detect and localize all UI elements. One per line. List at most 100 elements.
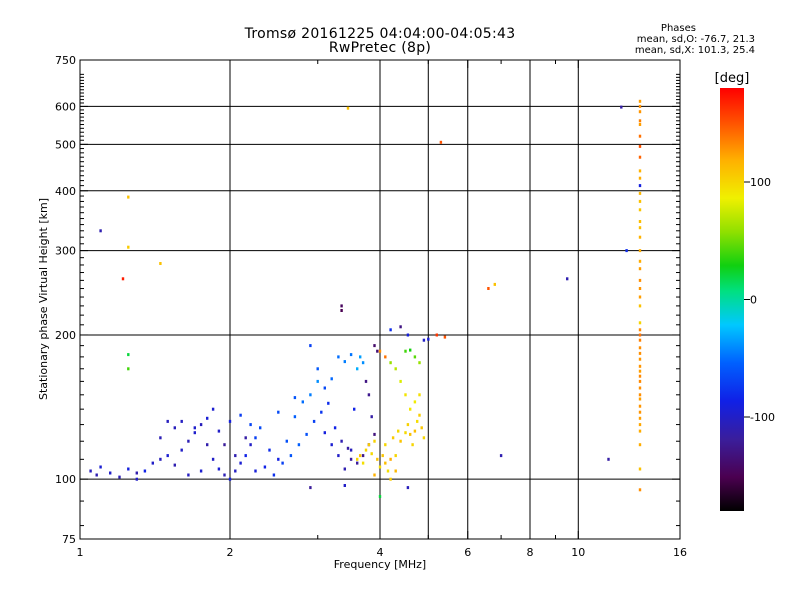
scatter-point — [638, 110, 642, 114]
scatter-point — [404, 349, 407, 353]
scatter-point — [638, 134, 642, 138]
y-tick-label: 750 — [55, 54, 76, 67]
scatter-point — [638, 169, 642, 173]
colorbar-ticks: 100 0 -100 — [744, 176, 775, 424]
scatter-point — [309, 393, 312, 397]
scatter-point — [254, 436, 257, 440]
scatter-point — [211, 457, 215, 461]
scatter-point — [249, 443, 252, 447]
y-tick-label: 500 — [55, 138, 76, 151]
scatter-point — [166, 419, 169, 423]
scatter-point — [638, 104, 642, 108]
scatter-point — [199, 423, 203, 427]
scatter-point — [343, 467, 346, 471]
scatter-point — [297, 443, 301, 447]
scatter-point — [413, 400, 417, 404]
scatter-point — [159, 457, 162, 461]
scatter-point — [305, 432, 308, 436]
scatter-point — [159, 262, 162, 265]
scatter-point — [361, 454, 365, 458]
y-tick-label: 400 — [55, 185, 76, 198]
scatter-point — [187, 439, 190, 443]
scatter-point — [638, 176, 642, 180]
scatter-point — [349, 353, 353, 357]
scatter-point — [625, 249, 628, 253]
scatter-point — [638, 443, 642, 447]
scatter-point — [384, 355, 387, 359]
scatter-point — [389, 477, 392, 481]
y-tick-label: 600 — [55, 100, 76, 113]
x-tick-label: 4 — [377, 546, 384, 559]
scatter-point — [349, 448, 353, 452]
scatter-point — [373, 439, 376, 443]
scatter-point — [566, 277, 569, 281]
scatter-point — [211, 407, 215, 411]
scatter-point — [121, 277, 125, 281]
scatter-point — [289, 454, 293, 458]
scatter-point — [370, 452, 373, 456]
scatter-point — [127, 467, 130, 471]
scatter-point — [607, 457, 610, 461]
phases-heading: Phases — [660, 23, 696, 34]
scatter-point — [309, 486, 312, 490]
scatter-point — [361, 461, 365, 465]
scatter-point — [309, 344, 312, 348]
scatter-point — [228, 477, 232, 481]
colorbar-tick-label: 100 — [750, 176, 771, 189]
scatter-point — [367, 393, 371, 397]
scatter-point — [187, 473, 190, 477]
scatter-point — [135, 477, 138, 481]
scatter-point — [638, 191, 642, 195]
x-tick-label: 2 — [227, 546, 234, 559]
scatter-point — [638, 374, 642, 378]
scatter-point — [399, 439, 402, 443]
y-tick-label: 100 — [55, 473, 76, 486]
scatter-point — [418, 413, 421, 417]
scatter-point — [638, 208, 642, 212]
scatter-point — [95, 473, 98, 477]
y-axis-ticks: 75 100 200 300 400 500 600 750 — [55, 54, 680, 546]
scatter-point — [406, 486, 410, 490]
scatter-point — [301, 400, 304, 404]
scatter-point — [620, 105, 623, 109]
x-axis-ticks: 1 2 4 6 8 10 16 — [77, 60, 687, 559]
scatter-point — [349, 457, 353, 461]
scatter-point — [439, 140, 443, 144]
scatter-point — [638, 410, 642, 414]
scatter-point — [281, 461, 284, 465]
scatter-point — [420, 426, 423, 430]
scatter-point — [199, 469, 203, 473]
scatter-point — [99, 229, 102, 233]
scatter-point — [370, 415, 373, 419]
scatter-point — [272, 473, 276, 477]
scatter-point — [173, 426, 176, 430]
y-tick-label: 300 — [55, 245, 76, 258]
scatter-point — [234, 469, 237, 473]
scatter-point — [337, 454, 340, 458]
scatter-point — [378, 465, 382, 469]
scatter-point — [340, 304, 343, 308]
scatter-point — [638, 369, 642, 373]
scatter-point — [422, 338, 426, 342]
scatter-point — [418, 361, 421, 365]
scatter-point — [244, 454, 247, 458]
x-tick-label: 1 — [77, 546, 84, 559]
scatter-point — [638, 364, 642, 368]
scatter-point — [384, 461, 387, 465]
scatter-point — [356, 461, 359, 465]
scatter-point — [127, 367, 130, 371]
scatter-point — [364, 379, 368, 383]
scatter-point — [340, 439, 343, 443]
scatter-point — [223, 473, 226, 477]
scatter-point — [244, 436, 247, 440]
scatter-point — [346, 106, 350, 110]
scatter-point — [638, 351, 642, 355]
scatter-point — [333, 426, 337, 430]
scatter-point — [394, 367, 397, 371]
scatter-point — [173, 463, 176, 467]
scatter-point — [340, 309, 343, 312]
scatter-point — [217, 429, 221, 433]
scatter-point — [330, 377, 333, 381]
y-tick-label: 75 — [62, 533, 76, 546]
scatter-point — [359, 454, 362, 458]
